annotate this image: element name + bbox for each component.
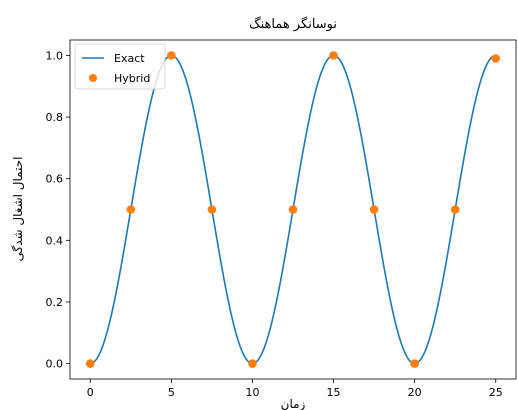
- hybrid-point: [288, 205, 298, 214]
- y-axis: 0.0 0.2 0.4 0.6 0.8 1.0: [46, 49, 70, 371]
- x-tick-label: 20: [408, 386, 422, 399]
- x-tick-label: 0: [87, 386, 94, 399]
- legend-hybrid-label: Hybrid: [114, 72, 150, 85]
- hybrid-point: [410, 359, 419, 368]
- legend: Exact Hybrid: [74, 43, 166, 90]
- hybrid-point: [248, 359, 257, 368]
- legend-box: [74, 43, 166, 90]
- y-tick-label: 0.4: [46, 234, 64, 247]
- x-tick-label: 15: [327, 386, 341, 399]
- x-tick-label: 5: [168, 386, 175, 399]
- chart-title: نوسانگر هماهنگ: [249, 16, 337, 32]
- y-tick-label: 1.0: [46, 49, 64, 62]
- x-axis: 0 5 10 15 20 25: [87, 379, 503, 399]
- hybrid-point: [207, 205, 217, 214]
- y-tick-label: 0.0: [46, 358, 64, 371]
- x-axis-label: زمان: [281, 397, 306, 410]
- hybrid-point: [85, 359, 95, 368]
- x-tick-label: 25: [489, 386, 503, 399]
- plot-frame: [69, 39, 517, 380]
- hybrid-point: [450, 205, 460, 214]
- hybrid-series: [85, 51, 501, 368]
- plot-area: [69, 39, 517, 380]
- hybrid-point: [491, 54, 501, 63]
- x-tick-label: 10: [245, 386, 259, 399]
- y-tick-label: 0.2: [46, 296, 64, 309]
- legend-exact-label: Exact: [114, 52, 145, 65]
- y-axis-label: احتمال اشغال شدگی: [11, 157, 25, 262]
- hybrid-point: [329, 51, 338, 60]
- hybrid-point: [369, 205, 379, 214]
- legend-hybrid-marker: [89, 74, 97, 82]
- hybrid-point: [167, 51, 176, 60]
- hybrid-point: [126, 205, 136, 214]
- y-tick-label: 0.6: [46, 173, 64, 186]
- y-tick-label: 0.8: [46, 111, 64, 124]
